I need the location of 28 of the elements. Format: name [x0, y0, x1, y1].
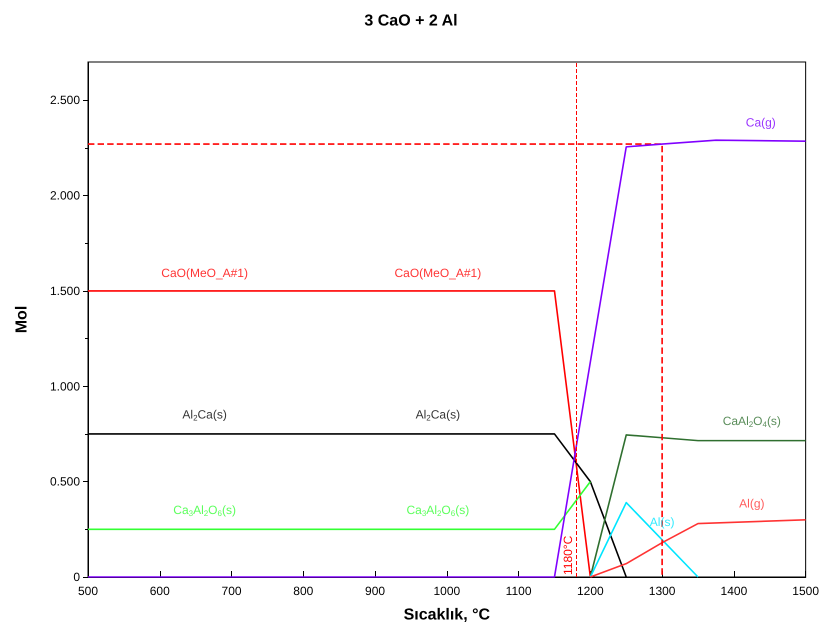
- chart-title: 3 CaO + 2 Al: [364, 12, 458, 30]
- y-tick-label: 0.500: [50, 474, 80, 489]
- x-tick-label: 1400: [720, 584, 748, 598]
- y-tick-label: 2.000: [50, 188, 80, 203]
- x-axis-title: Sıcaklık, °C: [404, 606, 490, 624]
- series-label: Ca(g): [746, 116, 776, 130]
- y-tick-label: 2.500: [50, 93, 80, 108]
- x-tick-label: 1100: [506, 584, 532, 598]
- x-tick-label: 500: [78, 584, 98, 598]
- x-tick-label: 700: [222, 584, 242, 598]
- y-tick-label: 0: [73, 570, 80, 584]
- series-label: Al(s): [650, 514, 674, 529]
- y-axis-title: Mol: [14, 306, 30, 334]
- x-tick-label: 600: [150, 584, 170, 598]
- line-series: [590, 518, 806, 578]
- x-tick-label: 1500: [792, 584, 820, 598]
- ref-line-label: 1180°C: [561, 535, 576, 575]
- x-tick-label: 1000: [433, 584, 460, 598]
- x-tick-label: 900: [365, 584, 386, 598]
- line-series: [590, 434, 806, 578]
- text: CaO(MeO_A#1): [394, 266, 482, 280]
- y-tick-label: 1.500: [50, 284, 80, 298]
- series-label: CaO(MeO_A#1): [161, 266, 248, 280]
- x-tick-label: 1300: [648, 584, 676, 598]
- series-label: Al(g): [739, 496, 764, 511]
- y-tick-label: 1.000: [50, 379, 80, 394]
- x-tick-label: 800: [293, 584, 314, 598]
- x-tick-label: 1200: [577, 584, 604, 598]
